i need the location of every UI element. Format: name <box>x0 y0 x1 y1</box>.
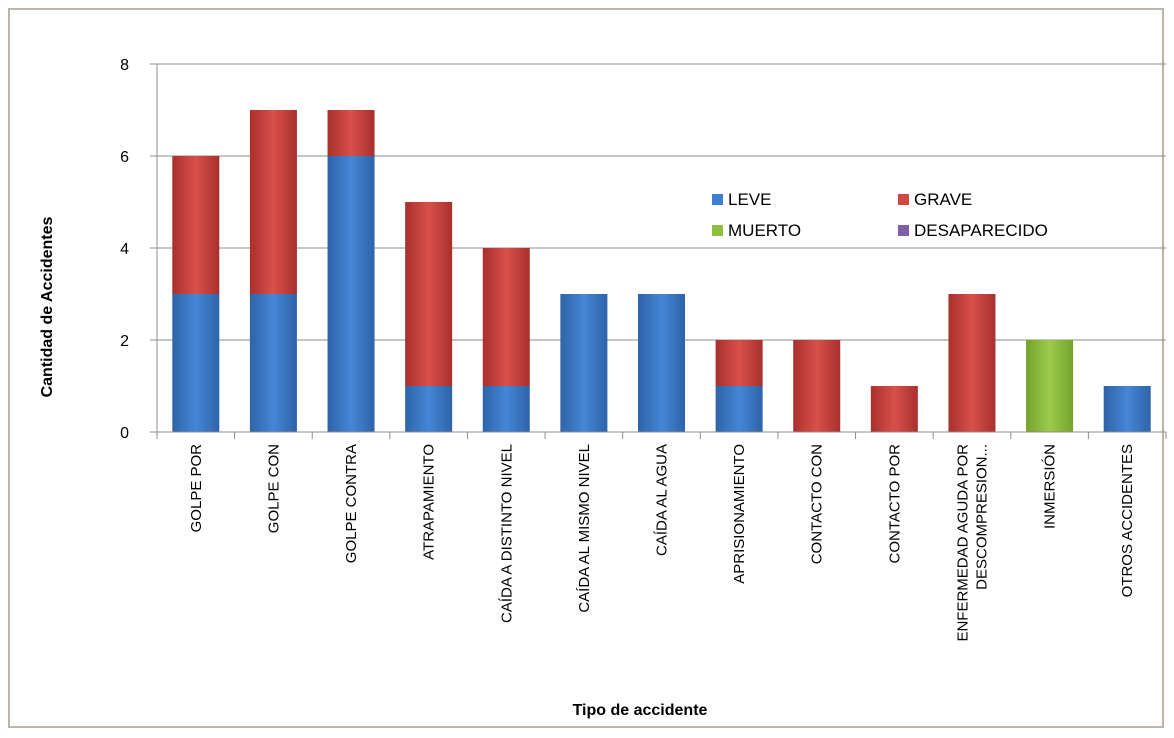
bar-grave-9 <box>870 386 918 432</box>
x-axis-title: Tipo de accidente <box>573 702 708 719</box>
bar-muerto-11 <box>1026 340 1074 432</box>
bar-grave-10 <box>948 294 996 432</box>
legend: LEVE GRAVE MUERTO DESAPARECIDO <box>712 190 1048 240</box>
bar-grave-7 <box>715 340 763 386</box>
legend-swatch-grave <box>898 194 909 205</box>
x-tick-label: GOLPE POR <box>188 444 205 533</box>
bar-grave-4 <box>482 248 530 386</box>
bar-leve-12 <box>1103 386 1151 432</box>
legend-swatch-muerto <box>712 225 723 236</box>
bar-grave-8 <box>793 340 841 432</box>
axes <box>156 64 1167 439</box>
bar-leve-0 <box>172 294 220 432</box>
y-axis-title: Cantidad de Accidentes <box>39 217 56 398</box>
bar-grave-0 <box>172 156 220 294</box>
x-tick-label: INMERSIÓN <box>1042 444 1059 529</box>
y-tick-label: 4 <box>120 241 129 258</box>
y-tick-label: 8 <box>120 57 129 74</box>
bar-leve-3 <box>405 386 453 432</box>
y-tick-label: 2 <box>120 333 129 350</box>
y-tick-label: 0 <box>120 425 129 442</box>
legend-label-muerto: MUERTO <box>728 221 801 240</box>
x-tick-label: CAÍDA A DISTINTO NIVEL <box>498 444 515 623</box>
x-tick-label: GOLPE CONTRA <box>343 444 360 563</box>
bar-leve-2 <box>327 156 375 432</box>
bar-grave-2 <box>327 110 375 156</box>
x-tick-label: OTROS ACCIDENTES <box>1119 444 1136 597</box>
x-tick-label: GOLPE CON <box>265 444 282 533</box>
x-tick-labels: GOLPE POR GOLPE CON GOLPE CONTRA ATRAPAMIEN… <box>188 444 1136 642</box>
bar-leve-1 <box>249 294 297 432</box>
x-tick-label: CONTACTO POR <box>886 444 903 564</box>
x-tick-label: DESCOMPRESION... <box>973 444 990 590</box>
bar-leve-4 <box>482 386 530 432</box>
x-tick-label: CAÍDA AL MISMO NIVEL <box>576 444 593 613</box>
legend-swatch-desaparecido <box>898 225 909 236</box>
x-tick-label: ATRAPAMIENTO <box>421 444 438 560</box>
y-tick-label: 6 <box>120 149 129 166</box>
bar-leve-7 <box>715 386 763 432</box>
x-tick-label: APRISIONAMIENTO <box>731 444 748 584</box>
bars <box>172 110 1151 432</box>
legend-label-grave: GRAVE <box>914 190 972 209</box>
x-tick-label: ENFERMEDAD AGUDA POR <box>954 444 971 642</box>
bar-leve-5 <box>560 294 608 432</box>
x-tick-label: CAÍDA AL AGUA <box>654 444 671 556</box>
bar-grave-1 <box>249 110 297 294</box>
x-tick-label: CONTACTO CON <box>809 444 826 564</box>
y-tick-labels: 0 2 4 6 8 <box>120 57 129 442</box>
bar-grave-3 <box>405 202 453 386</box>
legend-label-desaparecido: DESAPARECIDO <box>914 221 1048 240</box>
legend-label-leve: LEVE <box>728 190 771 209</box>
bar-leve-6 <box>638 294 685 432</box>
legend-swatch-leve <box>712 194 723 205</box>
